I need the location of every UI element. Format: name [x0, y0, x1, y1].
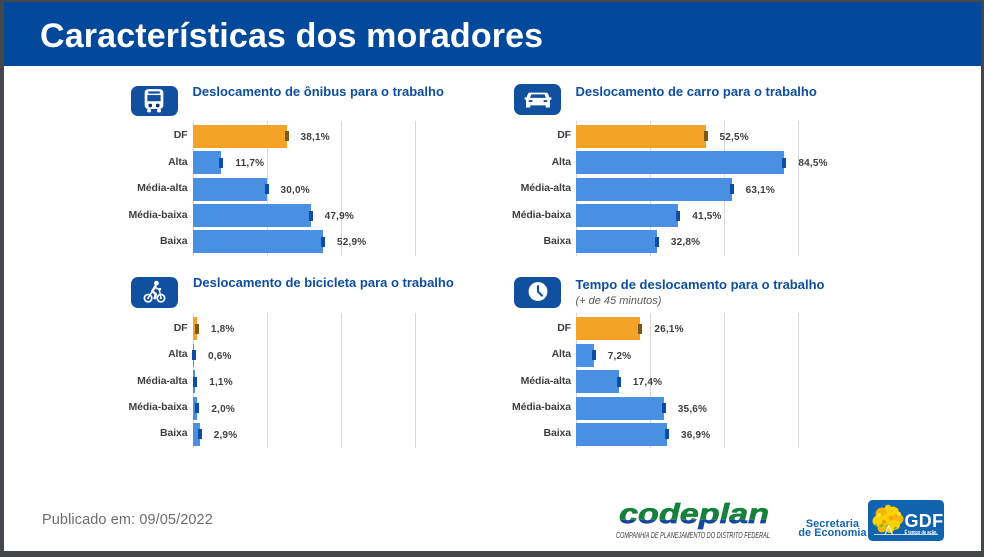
svg-text:É tempo de ação.: É tempo de ação. — [905, 528, 938, 536]
svg-text:GDF: GDF — [905, 511, 944, 531]
svg-text:codeplan: codeplan — [619, 498, 769, 529]
svg-text:COMPANHIA DE PLANEJAMENTO DO D: COMPANHIA DE PLANEJAMENTO DO DISTRITO FE… — [616, 531, 770, 540]
svg-text:codeplan: codeplan — [619, 498, 769, 529]
